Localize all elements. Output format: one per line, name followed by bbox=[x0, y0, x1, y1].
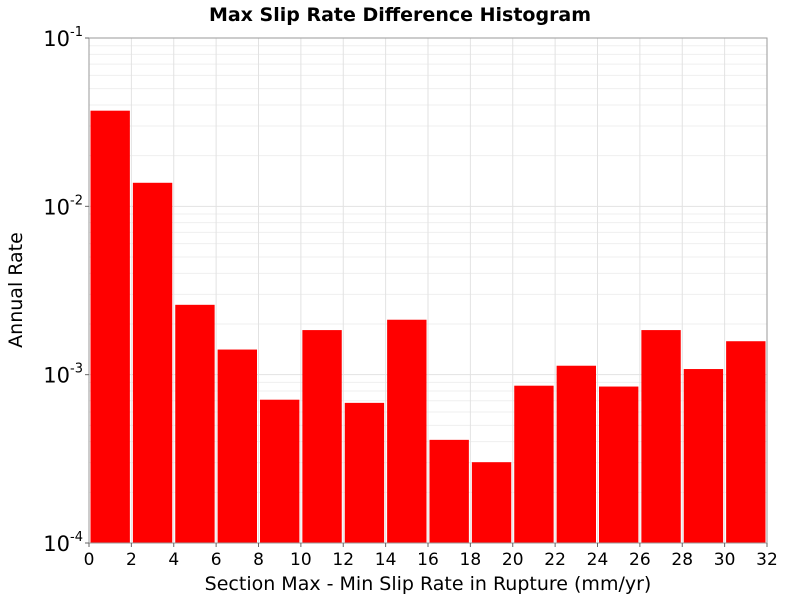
x-axis-ticks: 0 2 4 6 8 10 12 14 16 18 20 22 24 26 28 30 32 bbox=[84, 543, 778, 570]
x-tick-label: 12 bbox=[332, 550, 354, 570]
histogram-bar bbox=[387, 319, 427, 543]
x-tick-label: 24 bbox=[587, 550, 609, 570]
histogram-bar bbox=[217, 349, 257, 543]
histogram-bar bbox=[471, 462, 512, 543]
y-tick-base: 10 bbox=[43, 532, 70, 556]
y-tick-base: 10 bbox=[43, 27, 70, 51]
x-tick-label: 10 bbox=[290, 550, 312, 570]
histogram-bar bbox=[429, 439, 469, 543]
histogram-bar bbox=[514, 385, 554, 543]
x-tick-label: 30 bbox=[714, 550, 736, 570]
histogram-bar bbox=[90, 110, 130, 544]
x-tick-label: 20 bbox=[502, 550, 524, 570]
histogram-bar bbox=[344, 402, 385, 543]
x-tick-label: 14 bbox=[375, 550, 397, 570]
x-tick-label: 32 bbox=[756, 550, 778, 570]
y-tick-exponent: -2 bbox=[70, 193, 83, 208]
bars bbox=[90, 110, 766, 544]
x-tick-label: 0 bbox=[84, 550, 95, 570]
y-tick-base: 10 bbox=[43, 195, 70, 219]
y-tick-label: 10-2 bbox=[43, 193, 83, 219]
y-tick-label: 10-4 bbox=[43, 530, 83, 556]
x-tick-label: 28 bbox=[671, 550, 693, 570]
histogram-bar bbox=[260, 399, 300, 543]
histogram-bar bbox=[641, 330, 681, 543]
x-tick-label: 18 bbox=[460, 550, 482, 570]
y-tick-exponent: -4 bbox=[70, 530, 83, 545]
histogram-bar bbox=[726, 341, 766, 543]
histogram-bar bbox=[302, 330, 342, 543]
histogram-bar bbox=[132, 182, 173, 543]
y-tick-exponent: -3 bbox=[70, 362, 83, 377]
x-tick-label: 2 bbox=[126, 550, 137, 570]
histogram-bar bbox=[599, 386, 639, 543]
y-tick-label: 10-1 bbox=[43, 25, 83, 51]
x-tick-label: 6 bbox=[211, 550, 222, 570]
x-axis-label: Section Max - Min Slip Rate in Rupture (… bbox=[205, 573, 652, 595]
y-tick-label: 10-3 bbox=[43, 362, 83, 388]
histogram-bar bbox=[175, 304, 215, 543]
y-axis-label: Annual Rate bbox=[5, 232, 27, 348]
y-tick-exponent: -1 bbox=[70, 25, 83, 40]
histogram-bar bbox=[683, 369, 724, 543]
chart-title: Max Slip Rate Difference Histogram bbox=[209, 4, 591, 26]
x-tick-label: 26 bbox=[629, 550, 651, 570]
histogram-bar bbox=[556, 365, 596, 543]
x-tick-label: 22 bbox=[544, 550, 566, 570]
y-axis-ticks: 10-110-210-310-4 bbox=[43, 25, 89, 556]
x-tick-label: 8 bbox=[253, 550, 264, 570]
x-tick-label: 16 bbox=[417, 550, 439, 570]
y-tick-base: 10 bbox=[43, 364, 70, 388]
x-tick-label: 4 bbox=[168, 550, 179, 570]
